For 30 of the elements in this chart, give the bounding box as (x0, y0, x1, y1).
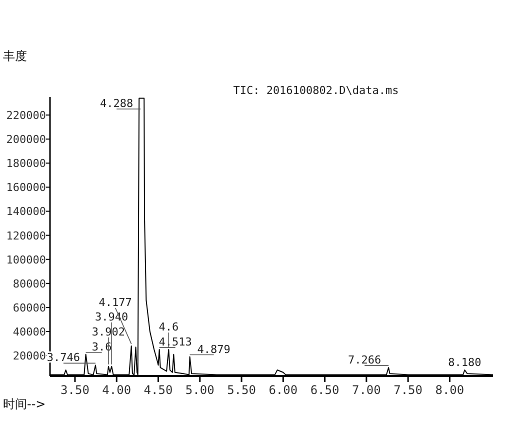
y-tick-label: 40000 (12, 326, 46, 339)
annotation: 4.288 (100, 97, 134, 110)
x-tick-label: 4.50 (144, 383, 173, 397)
y-tick-label: 20000 (12, 350, 46, 363)
y-tick-label: 100000 (6, 253, 46, 266)
x-tick-label: 8.00 (435, 383, 464, 397)
y-tick-label: 200000 (6, 133, 46, 146)
x-tick-label: 6.00 (268, 383, 298, 397)
annotation: 4.177 (98, 296, 132, 309)
x-tick-label: 5.00 (185, 383, 214, 397)
y-tick-label: 80000 (12, 277, 46, 290)
x-axis-title: 时间--> (3, 397, 46, 411)
annotation: 4.879 (197, 342, 230, 356)
x-tick-label: 5.50 (227, 383, 256, 397)
y-tick-label: 120000 (6, 229, 46, 242)
x-tick-label: 6.50 (310, 383, 340, 397)
y-tick-label: 140000 (6, 205, 46, 218)
y-tick-label: 60000 (12, 301, 46, 314)
y-tick-label: 220000 (6, 109, 46, 122)
chart-title: TIC: 2016100802.D\data.ms (233, 84, 399, 97)
annotation: 8.180 (448, 356, 482, 369)
x-tick-label: 7.00 (352, 383, 381, 397)
y-axis-title: 丰度 (3, 49, 27, 63)
y-tick-label: 160000 (6, 181, 46, 194)
x-tick-label: 3.50 (60, 383, 90, 397)
annotation: 7.266 (348, 354, 382, 367)
annotation: 4.6 (158, 320, 179, 334)
x-tick-label: 7.50 (394, 383, 423, 397)
y-tick-label: 180000 (6, 157, 46, 170)
x-tick-label: 4.00 (102, 383, 132, 397)
